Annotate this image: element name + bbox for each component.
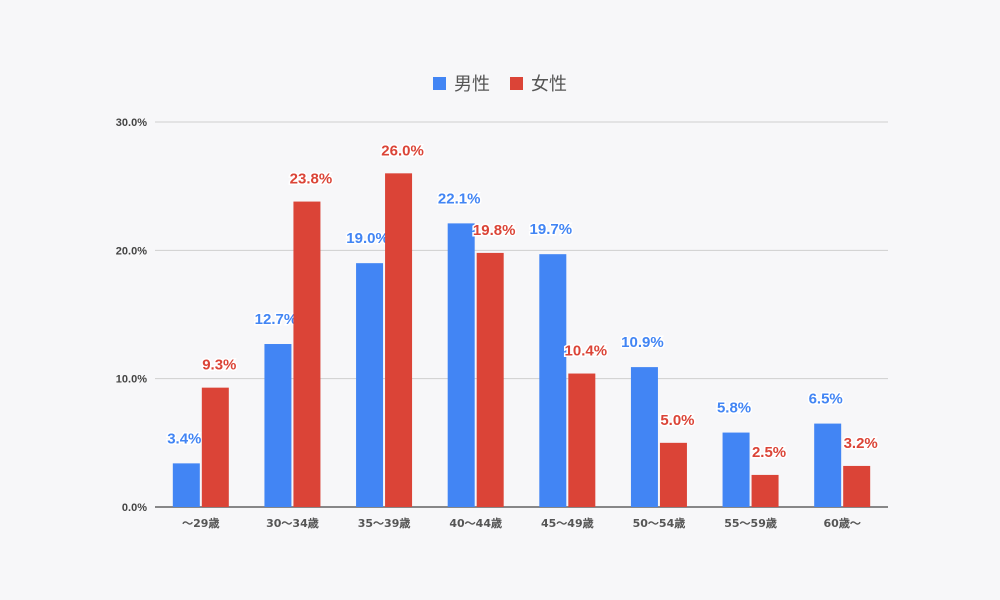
data-label-male: 19.7%	[530, 221, 573, 238]
bar-male	[630, 367, 658, 507]
bar-male	[356, 263, 384, 507]
x-tick-label: 35～39歳	[358, 516, 411, 530]
data-label-female: 19.8%	[473, 222, 516, 239]
legend: 男性 女性	[0, 70, 1000, 96]
bar-male	[722, 432, 750, 507]
bar-female	[843, 465, 871, 507]
bar-male	[814, 423, 842, 507]
bar-female	[751, 474, 779, 507]
y-tick-label: 30.0%	[116, 117, 147, 129]
bar-female	[385, 173, 413, 508]
data-label-female: 26.0%	[381, 142, 424, 159]
data-label-male: 12.7%	[255, 311, 298, 328]
data-label-female: 2.5%	[752, 444, 786, 461]
x-tick-label: 30～34歳	[266, 516, 319, 530]
x-tick-label: 55～59歳	[724, 516, 777, 530]
bar-female	[568, 373, 596, 507]
y-tick-label: 0.0%	[122, 502, 147, 514]
data-label-male: 5.8%	[717, 400, 751, 417]
x-tick-label: ～29歳	[182, 516, 219, 530]
bar-female	[476, 252, 504, 507]
legend-swatch-female	[510, 76, 523, 90]
bar-male	[264, 344, 292, 507]
data-label-male: 10.9%	[621, 334, 664, 351]
bar-male	[172, 463, 200, 507]
bar-female	[201, 387, 229, 507]
x-tick-label: 45～49歳	[541, 516, 594, 530]
legend-label-female: 女性	[531, 74, 567, 95]
data-label-male: 22.1%	[438, 190, 481, 207]
data-label-female: 23.8%	[290, 171, 333, 188]
bar-female	[659, 442, 687, 507]
data-label-male: 3.4%	[167, 430, 201, 447]
legend-label-male: 男性	[454, 74, 490, 95]
x-tick-label: 60歳～	[824, 516, 861, 530]
x-tick-label: 50～54歳	[633, 516, 686, 530]
bar-female	[293, 201, 321, 508]
data-label-female: 5.0%	[660, 412, 694, 429]
bar-male	[539, 254, 567, 507]
x-tick-label: 40～44歳	[449, 516, 502, 530]
data-label-male: 19.0%	[346, 230, 389, 247]
y-tick-label: 10.0%	[116, 374, 147, 386]
legend-item-female: 女性	[510, 70, 567, 96]
data-label-female: 3.2%	[844, 435, 878, 452]
bar-male	[447, 223, 475, 507]
data-label-male: 6.5%	[809, 391, 843, 408]
legend-item-male: 男性	[433, 70, 490, 96]
data-label-female: 9.3%	[202, 357, 236, 374]
legend-swatch-male	[433, 76, 446, 90]
y-tick-label: 20.0%	[116, 245, 147, 257]
data-label-female: 10.4%	[565, 343, 608, 360]
